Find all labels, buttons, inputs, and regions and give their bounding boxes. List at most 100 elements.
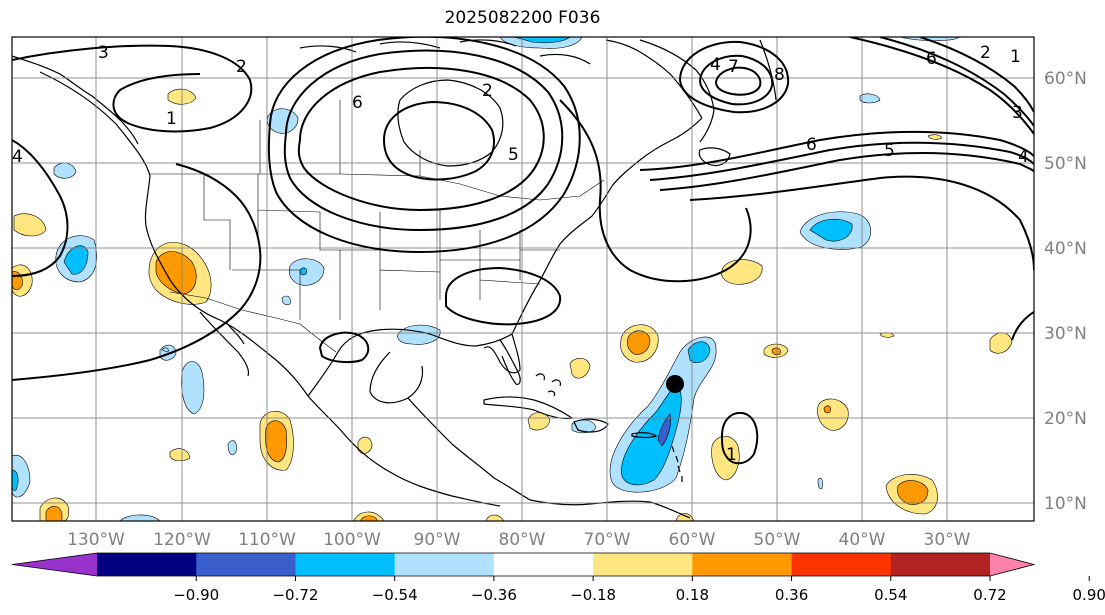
contour-label: 7 xyxy=(728,57,739,77)
contour-west-big xyxy=(12,163,262,381)
coast-central-america xyxy=(407,397,531,501)
coast-south-america xyxy=(529,499,691,519)
contour-label: 1 xyxy=(726,445,737,465)
shade-yellow-atl-2 xyxy=(569,357,591,379)
contour-label: 5 xyxy=(884,141,895,161)
border-us-mexico xyxy=(169,291,337,353)
contour-label: 1 xyxy=(1010,47,1021,67)
contour-label: 4 xyxy=(12,147,23,167)
shade-orange-bottom-1 xyxy=(45,505,63,521)
coast-hispaniola xyxy=(573,418,609,433)
shade-cyan-small-2 xyxy=(227,440,237,456)
contour-central-ring-2 xyxy=(283,49,564,232)
lon-label: 30°W xyxy=(924,530,971,550)
coast-newfoundland xyxy=(698,147,731,167)
shade-yellow-small-1 xyxy=(169,448,191,462)
contour-label: 6 xyxy=(806,135,817,155)
contour-atlantic-jet-3 xyxy=(659,151,1034,191)
lon-label: 70°W xyxy=(584,530,631,550)
shade-darkblue-core xyxy=(657,413,671,447)
shade-yellow-tiny-atl xyxy=(927,134,943,140)
shade-orange-atl-7 xyxy=(897,480,929,505)
coast-east-us xyxy=(511,117,703,335)
shade-cyan-greenland xyxy=(859,93,881,104)
longitude-labels: 130°W 120°W 110°W 100°W 90°W 80°W 70°W 6… xyxy=(67,530,971,550)
colorbar-bin xyxy=(493,553,594,576)
coast-greenland xyxy=(639,39,777,143)
coast-yucatan xyxy=(369,351,424,404)
contour-central-ring-1 xyxy=(297,66,545,212)
shade-yellow-atl-6 xyxy=(711,435,740,481)
shade-cyan-tiny-pac xyxy=(161,347,169,353)
contour-label: 5 xyxy=(508,145,519,165)
coast-arctic-islands xyxy=(299,39,591,65)
colorbar-bin xyxy=(394,553,495,576)
contour-atlantic-jet-1 xyxy=(639,130,1034,171)
contour-label: 2 xyxy=(980,43,991,63)
contour-label-group: 3 2 1 6 2 5 4 7 8 6 5 1 3 4 6 2 4 1 xyxy=(12,43,1029,465)
border-states-1 xyxy=(203,174,560,320)
lon-label: 130°W xyxy=(67,530,125,550)
latitude-labels: 60°N 50°N 40°N 30°N 20°N 10°N xyxy=(1044,69,1087,514)
shade-orange-atl-1 xyxy=(626,330,651,355)
colorbar-tick-label: 0.90 xyxy=(1073,586,1105,604)
colorbar-bin xyxy=(791,553,892,576)
lon-label: 100°W xyxy=(323,530,381,550)
shade-orange-california xyxy=(155,251,197,295)
shade-orange-atl-4 xyxy=(771,347,781,356)
map-border xyxy=(11,36,1035,522)
map-title: 2025082200 F036 xyxy=(444,8,601,28)
colorbar-bin xyxy=(692,553,793,576)
shade-cyan-pacific-south xyxy=(181,361,205,415)
contours xyxy=(12,37,1034,465)
colorbar-tick-label: −0.72 xyxy=(272,586,318,604)
lon-label: 110°W xyxy=(238,530,296,550)
colorbar-tick-label: 0.72 xyxy=(973,586,1006,604)
contour-pacific-loop xyxy=(12,44,253,133)
coast-alaska xyxy=(12,55,139,145)
shade-cyan-tiny-nm xyxy=(281,295,291,306)
contour-greenland-low-3 xyxy=(714,66,762,96)
shade-yellow-atl-10 xyxy=(357,436,373,454)
colorbar-tick-label: −0.18 xyxy=(570,586,616,604)
contour-tropical-low xyxy=(720,412,759,465)
contour-atlantic-jet-2 xyxy=(649,141,1034,181)
shade-blue-midatlantic xyxy=(809,218,853,242)
coast-gulf xyxy=(307,328,521,397)
storm-position-dot xyxy=(666,375,684,393)
colorbar-under-extension xyxy=(12,553,97,576)
lat-label: 10°N xyxy=(1044,494,1087,514)
colorbar-bin xyxy=(97,553,197,576)
shade-blue-rockies xyxy=(299,267,307,276)
contour-far-east xyxy=(1011,311,1034,341)
graticule xyxy=(12,37,1034,521)
lon-label: 60°W xyxy=(669,530,716,550)
lat-label: 40°N xyxy=(1044,239,1087,259)
colorbar-outline xyxy=(11,552,1036,577)
contour-label: 4 xyxy=(1018,147,1029,167)
shade-orange-atl-5 xyxy=(823,405,831,414)
contour-label: 6 xyxy=(926,49,937,69)
colorbar-tick-label: 0.18 xyxy=(676,586,709,604)
contour-ne-arcs xyxy=(849,37,1034,135)
contour-se-us-loop xyxy=(445,266,562,326)
contour-nw-edge xyxy=(12,139,69,277)
colorbar-bin xyxy=(196,553,296,576)
contour-central-inner xyxy=(382,100,495,181)
contour-label: 3 xyxy=(98,43,109,63)
lat-label: 60°N xyxy=(1044,69,1087,89)
lon-label: 120°W xyxy=(153,530,211,550)
contour-label: 4 xyxy=(710,55,721,75)
colorbar-tick-label: −0.54 xyxy=(372,586,418,604)
shade-cyan-tiny-atl xyxy=(817,477,823,490)
shade-blue-pacific xyxy=(63,245,89,275)
coast-puerto-rico xyxy=(631,432,658,439)
shaded-anomalies xyxy=(12,37,1013,521)
lon-label: 40°W xyxy=(839,530,886,550)
coast-florida xyxy=(499,339,521,385)
lat-label: 30°N xyxy=(1044,324,1087,344)
contour-greenland-low-2 xyxy=(698,54,774,106)
contour-label: 8 xyxy=(774,65,785,85)
lon-label: 90°W xyxy=(414,530,461,550)
